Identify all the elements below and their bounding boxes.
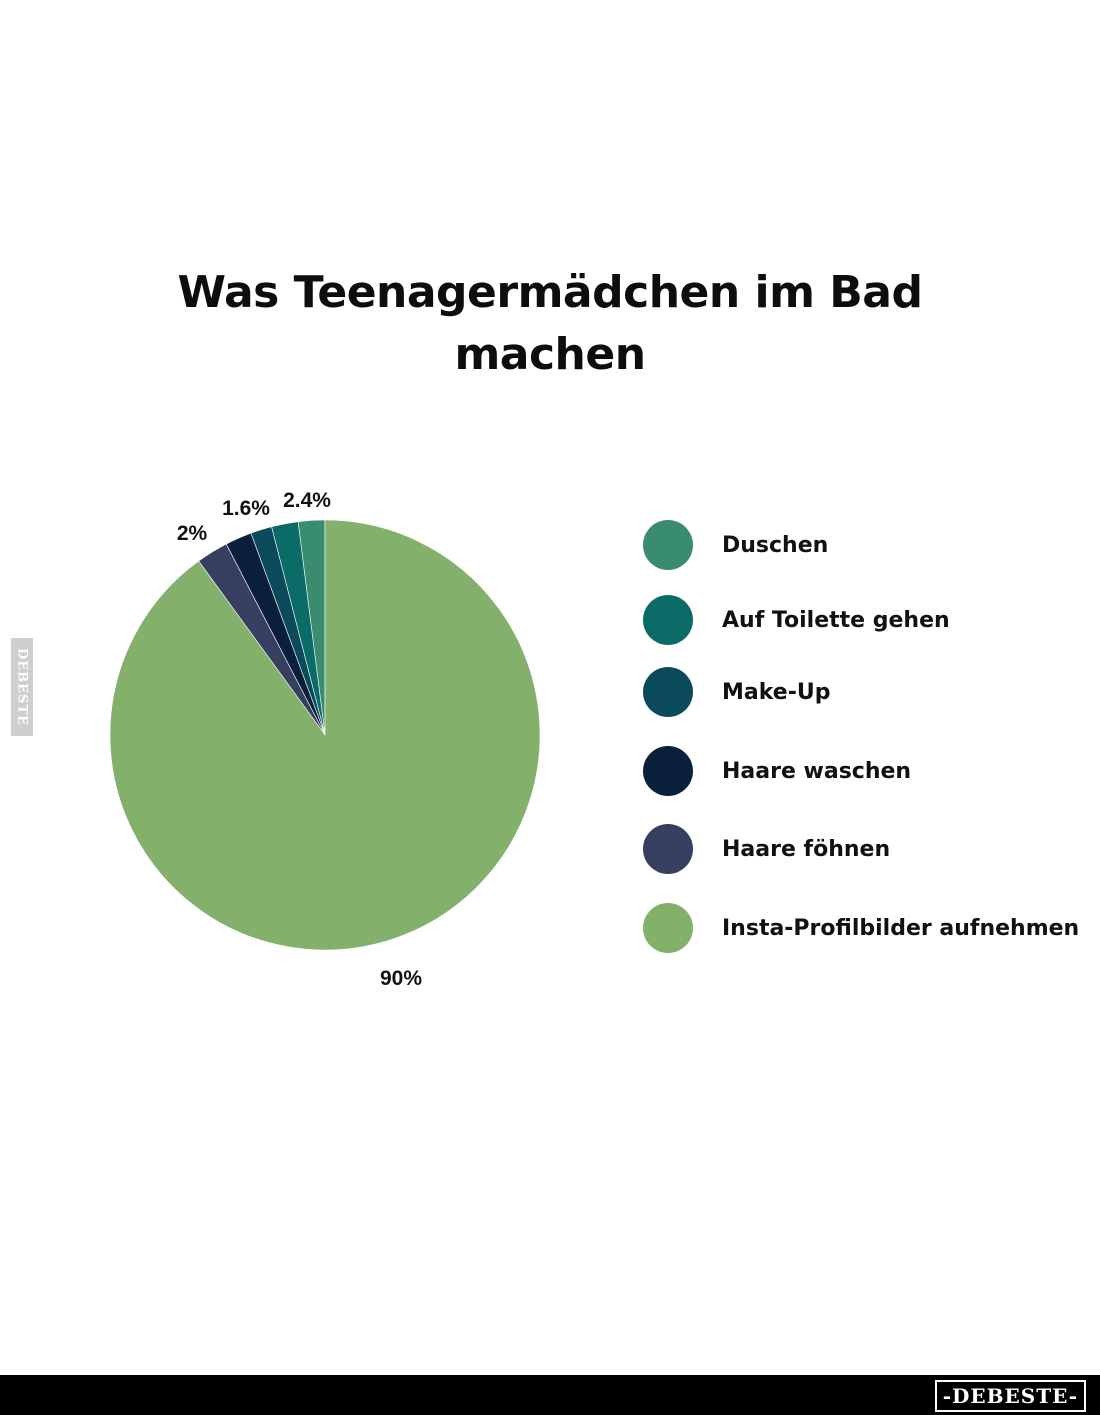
debeste-logo: -DEBESTE- [934, 1380, 1086, 1412]
legend-label: Insta-Profilbilder aufnehmen [722, 915, 1080, 941]
legend-item: Duschen [643, 520, 828, 570]
legend-item: Make-Up [643, 667, 830, 717]
legend-item: Haare waschen [643, 746, 911, 796]
legend-label: Make-Up [722, 679, 831, 705]
legend-item: Insta-Profilbilder aufnehmen [643, 903, 1079, 953]
data-label-2: 1.6% [222, 497, 270, 520]
data-label-0: 2% [177, 522, 208, 545]
side-watermark: DEBESTE [11, 638, 33, 736]
legend-label: Haare föhnen [722, 836, 891, 862]
legend-swatch [643, 824, 693, 874]
legend-swatch [643, 746, 693, 796]
legend-label: Auf Toilette gehen [722, 607, 950, 633]
pie-slice-insta-profilbilder-aufnehmen [109, 519, 541, 951]
legend-label: Duschen [722, 532, 829, 558]
chart-title: Was Teenagermädchen im Bad machen [177, 267, 923, 380]
legend-swatch [643, 520, 693, 570]
legend-swatch [643, 667, 693, 717]
side-watermark-text: DEBESTE [14, 647, 30, 727]
data-label-5: 90% [380, 967, 422, 990]
legend-swatch [643, 903, 693, 953]
data-label-4: 2.4% [283, 489, 331, 512]
legend-item: Haare föhnen [643, 824, 890, 874]
pie-data-labels: 2% 1.6% 2.4% 90% [177, 489, 423, 990]
legend-swatch [643, 595, 693, 645]
legend-item: Auf Toilette gehen [643, 595, 950, 645]
pie-slices [109, 519, 541, 951]
legend-label: Haare waschen [722, 758, 912, 784]
footer-bar: -DEBESTE- [0, 1375, 1100, 1415]
